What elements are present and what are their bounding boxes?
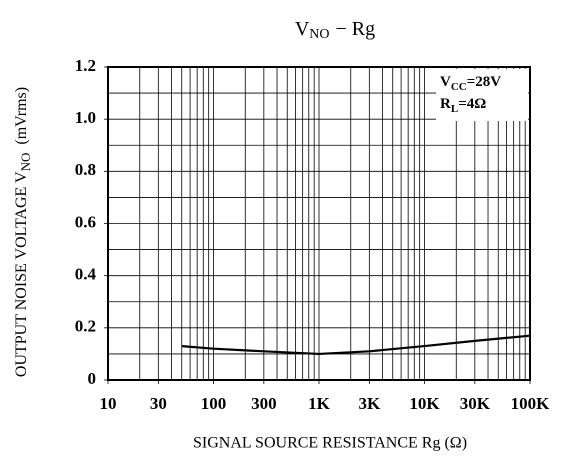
annotation-main: R: [440, 96, 451, 112]
x-tick-label: 100: [201, 394, 227, 413]
annotation: VCC=28V: [440, 74, 501, 92]
annotation-box: [436, 69, 528, 121]
chart-title: VNO − Rg: [295, 18, 375, 43]
annotation-sub: CC: [451, 81, 467, 93]
x-axis-label: SIGNAL SOURCE RESISTANCE Rg (Ω): [193, 435, 467, 452]
x-tick-label: 3K: [358, 394, 381, 413]
x-tick-label: 300: [251, 394, 277, 413]
x-tick-label: 100K: [511, 394, 551, 413]
y-axis-label: OUTPUT NOISE VOLTAGE VNO(mVrms): [13, 87, 33, 377]
annotation: RL=4Ω: [440, 96, 486, 114]
y-tick-label: 1.0: [75, 108, 96, 127]
annotation-rest: =28V: [467, 74, 502, 90]
y-tick-label: 0.2: [75, 317, 96, 336]
annotation-sub: L: [451, 103, 458, 115]
data-line: [181, 334, 531, 356]
x-tick-label: 30K: [460, 394, 491, 413]
x-tick-label: 10K: [409, 394, 440, 413]
x-tick-label: 30: [150, 394, 167, 413]
x-tick-label: 1K: [308, 394, 331, 413]
y-tick-label: 0.8: [75, 160, 96, 179]
y-tick-label: 1.2: [75, 56, 96, 75]
y-tick-label: 0.4: [75, 265, 97, 284]
annotation-main: V: [440, 74, 451, 90]
annotation-rest: =4Ω: [458, 96, 486, 112]
x-tick-label: 10: [100, 394, 117, 413]
y-tick-label: 0.6: [75, 212, 96, 231]
y-tick-label: 0: [88, 369, 97, 388]
